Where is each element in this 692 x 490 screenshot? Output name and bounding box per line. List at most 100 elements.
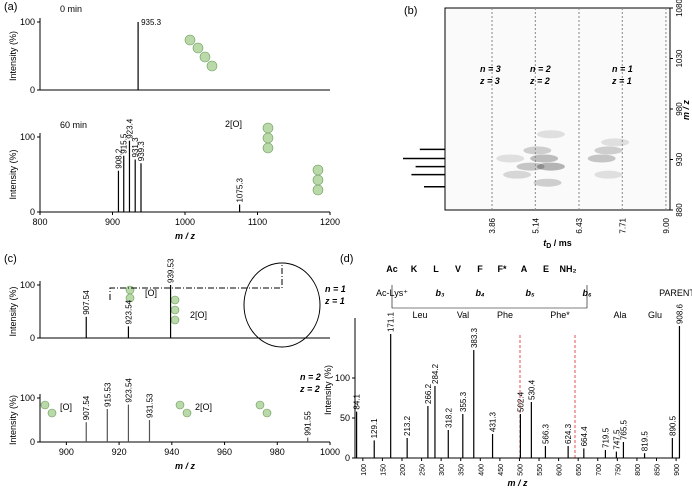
x-tick-label: 900 [674, 464, 681, 476]
annotation: z = 1 [324, 296, 345, 306]
spot [601, 138, 630, 147]
ion-label: b₆ [582, 288, 591, 298]
spot [530, 154, 559, 163]
peak-label: 991.55 [304, 411, 313, 436]
sequence-residue: L [433, 264, 439, 274]
x-tick-label: 250 [420, 464, 427, 476]
x-axis-label: m / z [175, 461, 196, 471]
x-tick-label: 3.86 [488, 217, 497, 233]
ion-label: PARENT [659, 288, 692, 298]
spot [587, 154, 616, 163]
x-tick-label: 200 [400, 464, 407, 476]
panel-label: (a) [4, 1, 17, 13]
y-axis-label: Intensity (%) [8, 31, 18, 81]
annotation: n = 2 [300, 372, 321, 382]
x-label-unit: / ms [551, 238, 572, 248]
y-tick-label: 1030 [675, 49, 684, 67]
y-tick-label: 880 [675, 203, 684, 217]
spot [533, 178, 562, 187]
ion-label: b₅ [525, 288, 534, 298]
x-tick-label: 800 [635, 464, 642, 476]
sequence-residue: Ac [386, 264, 398, 274]
panel-label: (c) [4, 253, 17, 265]
x-tick-label: 750 [615, 464, 622, 476]
residue-label: Phe [497, 310, 513, 320]
peak-label: 502.4 [516, 391, 525, 412]
sequence-residue: F [477, 264, 483, 274]
y-tick-label: 50 [340, 413, 350, 423]
x-tick-label: 9.00 [662, 217, 671, 233]
x-tick-label: 300 [439, 464, 446, 476]
peak-label: 624.3 [564, 423, 573, 444]
peak-label: 664.4 [580, 426, 589, 447]
x-tick-label: 500 [517, 464, 524, 476]
y-axis-label: Intensity (%) [8, 149, 18, 199]
x-axis-label: m / z [175, 231, 196, 241]
x-tick-label: 650 [576, 464, 583, 476]
leader-line [109, 263, 283, 300]
peak-label: 923.54 [124, 299, 133, 324]
sequence-residue: F* [498, 264, 507, 274]
spot [503, 170, 532, 179]
peak-label: 923.54 [124, 378, 133, 403]
ion-bracket [391, 285, 588, 309]
x-tick-label: 900 [59, 447, 74, 457]
x-tick-label: 350 [459, 464, 466, 476]
peak-label: 907.54 [82, 395, 91, 420]
y-axis-label: m / z [681, 100, 691, 121]
y-tick-label: 1080 [675, 0, 684, 17]
x-label-sub: D [546, 243, 551, 250]
spot [594, 146, 623, 155]
x-tick-label: 5.14 [531, 217, 540, 233]
annotation: [O] [145, 288, 157, 298]
peak-label: 213.2 [403, 415, 412, 436]
y-tick-label: 0 [30, 85, 35, 95]
x-axis-label: m / z [507, 478, 528, 488]
peak-label: 923.4 [125, 118, 134, 139]
x-tick-label: 400 [478, 464, 485, 476]
x-tick-label: 1100 [248, 217, 267, 227]
ion-label: b₄ [475, 288, 484, 298]
x-tick-label: 920 [112, 447, 127, 457]
x-tick-label: 1000 [175, 217, 195, 227]
y-tick-label: 100 [20, 17, 35, 27]
y-tick-label: 100 [20, 393, 35, 403]
panel-label: (d) [340, 253, 353, 265]
x-label-main: t [543, 238, 547, 248]
peak-label: 931.3 [131, 137, 140, 158]
plot-area [444, 7, 671, 211]
spot [496, 154, 525, 163]
inset-circle [243, 262, 321, 348]
peak-label: 566.3 [541, 423, 550, 444]
y-tick-label: 100 [20, 280, 35, 290]
peak-label: 1075.3 [236, 177, 245, 202]
sequence-residue: K [411, 264, 418, 274]
x-tick-label: 7.71 [618, 217, 627, 233]
peak-label: 939.53 [167, 258, 176, 283]
x-tick-label: 100 [361, 464, 368, 476]
y-tick-label: 100 [20, 132, 35, 142]
x-tick-label: 700 [596, 464, 603, 476]
x-tick-label: 6.43 [575, 217, 584, 233]
peak-label: 747.5 [612, 429, 621, 450]
residue-label: Leu [412, 310, 427, 320]
peak-label: 318.2 [444, 407, 453, 428]
x-tick-label: 850 [655, 464, 662, 476]
y-tick-label: 930 [675, 152, 684, 166]
x-tick-label: 150 [380, 464, 387, 476]
peak-label: 939.3 [137, 141, 146, 162]
y-axis-label: Intensity (%) [8, 395, 18, 445]
x-axis-label: tD / ms [543, 238, 572, 250]
peak-label: 171.1 [387, 311, 396, 332]
peak-label: 890.5 [668, 415, 677, 436]
annotation: n = 3 [480, 64, 501, 74]
peak-label: 915.53 [103, 382, 112, 407]
y-axis-label: Intensity (%) [8, 286, 18, 336]
x-tick-label: 550 [537, 464, 544, 476]
y-tick-label: 0 [30, 333, 35, 343]
peak-label: 383.3 [470, 327, 479, 348]
annotation: n = 1 [612, 64, 633, 74]
peak-label: 129.1 [370, 418, 379, 439]
annotation: 2[O] [190, 310, 207, 320]
